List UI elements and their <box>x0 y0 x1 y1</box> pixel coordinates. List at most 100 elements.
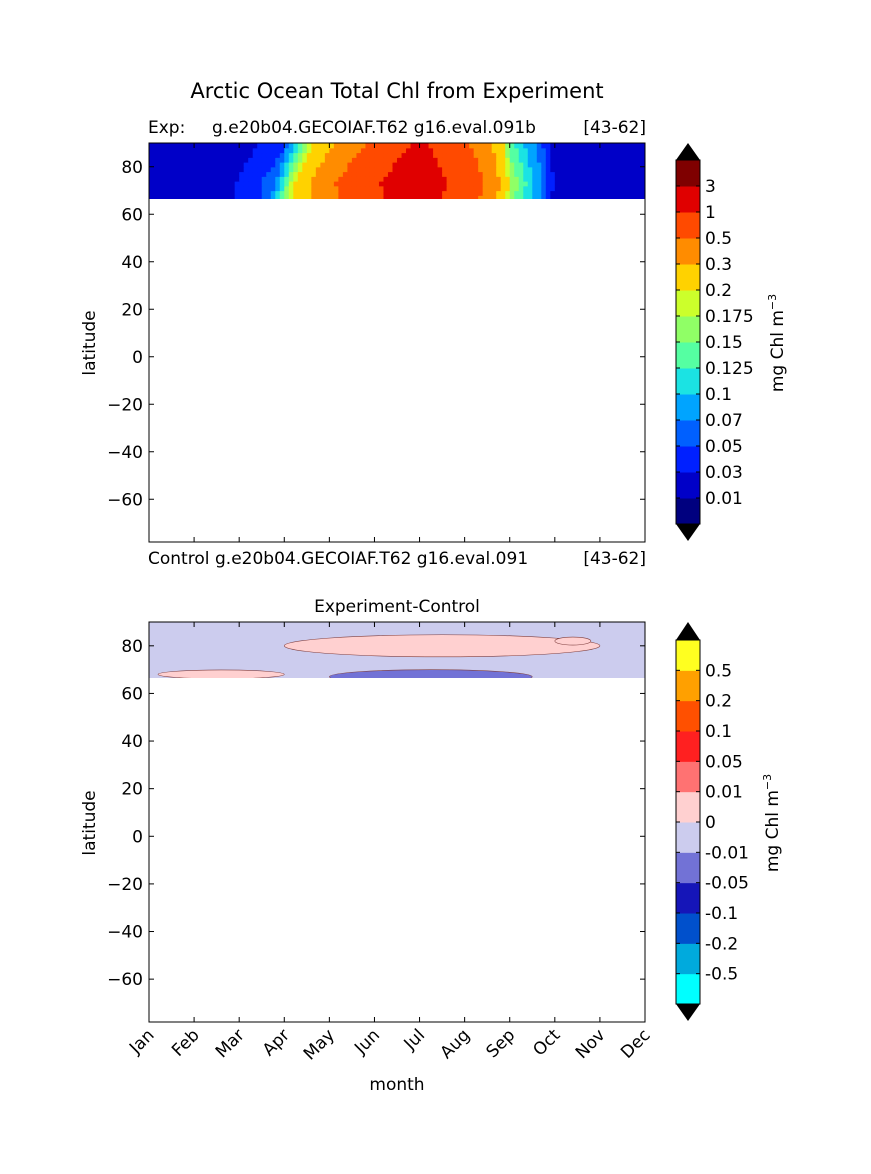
top-heatmap-cell <box>383 176 389 182</box>
top-heatmap-cell <box>162 162 168 168</box>
top-heatmap-cell <box>532 190 538 196</box>
top-heatmap-cell <box>446 157 452 163</box>
top-heatmap-cell <box>261 185 267 192</box>
top-heatmap-cell <box>252 185 258 192</box>
top-heatmap-cell <box>306 190 312 196</box>
top-heatmap-cell <box>185 162 191 168</box>
top-heatmap-cell <box>523 143 529 149</box>
top-heatmap-cell <box>230 152 236 158</box>
top-heatmap-cell <box>554 190 560 196</box>
top-heatmap-cell <box>158 152 164 158</box>
top-heatmap-cell <box>234 157 240 163</box>
top-heatmap-cell <box>153 166 159 173</box>
top-heatmap-cell <box>424 181 430 187</box>
top-heatmap-cell <box>230 171 236 177</box>
top-heatmap-cell <box>329 185 335 192</box>
top-heatmap-cell <box>392 152 398 158</box>
top-colorbar-swatch <box>676 290 700 317</box>
top-heatmap-cell <box>261 190 267 196</box>
top-heatmap-cell <box>509 143 515 149</box>
top-heatmap-cell <box>419 190 425 196</box>
top-heatmap-cell <box>401 166 407 173</box>
top-heatmap-cell <box>243 157 249 163</box>
top-heatmap-cell <box>514 162 520 168</box>
top-heatmap-cell <box>158 171 164 177</box>
top-heatmap-cell <box>631 143 637 149</box>
top-heatmap-cell <box>428 166 434 173</box>
top-heatmap-cell <box>311 147 317 154</box>
top-heatmap-cell <box>509 195 515 199</box>
top-heatmap-cell <box>216 162 222 168</box>
top-heatmap-cell <box>275 181 281 187</box>
top-heatmap-cell <box>500 157 506 163</box>
top-heatmap-cell <box>185 157 191 163</box>
top-heatmap-cell <box>239 171 245 177</box>
top-heatmap-cell <box>216 185 222 192</box>
top-heatmap-cell <box>401 162 407 168</box>
top-heatmap-cell <box>284 185 290 192</box>
top-heatmap-cell <box>577 143 583 149</box>
top-heatmap-cell <box>306 143 312 149</box>
top-heatmap-cell <box>428 181 434 187</box>
top-heatmap-cell <box>541 181 547 187</box>
top-heatmap-cell <box>424 195 430 199</box>
top-heatmap-cell <box>333 185 339 192</box>
top-heatmap-cell <box>347 171 353 177</box>
top-heatmap-cell <box>532 195 538 199</box>
top-heatmap-cell <box>216 143 222 149</box>
bottom-colorbar-tick-label: 0.05 <box>705 752 743 772</box>
bottom-colorbar-swatch <box>676 670 700 702</box>
top-heatmap-cell <box>392 181 398 187</box>
top-heatmap-cell <box>216 181 222 187</box>
top-heatmap-cell <box>599 190 606 196</box>
bottom-colorbar-swatch <box>676 731 700 762</box>
top-heatmap-cell <box>518 190 524 196</box>
top-heatmap-cell <box>383 152 389 158</box>
top-heatmap-cell <box>590 171 596 177</box>
top-heatmap-cell <box>338 152 344 158</box>
top-heatmap-cell <box>378 166 385 173</box>
top-heatmap-cell <box>424 185 430 192</box>
top-heatmap-cell <box>203 157 209 163</box>
top-heatmap-cell <box>230 195 236 199</box>
top-heatmap-cell <box>279 166 285 173</box>
top-heatmap-cell <box>212 181 218 187</box>
top-heatmap-cell <box>293 143 299 149</box>
top-heatmap-cell <box>387 176 394 182</box>
top-heatmap-cell <box>216 152 222 158</box>
top-heatmap-cell <box>225 166 231 173</box>
top-heatmap-cell <box>149 181 155 187</box>
top-heatmap-cell <box>617 147 624 154</box>
top-heatmap-cell <box>631 152 637 158</box>
top-heatmap-cell <box>351 166 358 173</box>
top-heatmap-cell <box>487 185 493 192</box>
top-heatmap-cell <box>180 143 186 149</box>
top-heatmap-cell <box>604 152 610 158</box>
top-heatmap-cell <box>374 162 380 168</box>
top-heatmap-cell <box>419 185 425 192</box>
top-heatmap-cell <box>266 181 272 187</box>
top-heatmap-cell <box>374 185 380 192</box>
top-colorbar-swatch <box>676 420 700 447</box>
top-heatmap-cell <box>284 166 290 173</box>
top-heatmap-cell <box>608 181 615 187</box>
top-heatmap-cell <box>302 152 308 158</box>
top-heatmap-cell <box>360 176 367 182</box>
top-heatmap-cell <box>198 195 204 199</box>
top-heatmap-cell <box>171 143 177 149</box>
top-heatmap-cell <box>158 162 164 168</box>
top-heatmap-cell <box>158 176 164 182</box>
top-heatmap-cell <box>266 166 272 173</box>
top-heatmap-cell <box>338 176 344 182</box>
top-heatmap-cell <box>234 185 240 192</box>
top-heatmap-cell <box>442 166 448 173</box>
top-heatmap-cell <box>509 171 515 177</box>
top-heatmap-cell <box>333 171 339 177</box>
top-axes-frame <box>148 142 646 543</box>
top-heatmap-cell <box>162 195 168 199</box>
top-heatmap-cell <box>225 143 231 149</box>
top-heatmap-cell <box>342 176 348 182</box>
top-heatmap-cell <box>338 195 344 199</box>
top-colorbar-swatch <box>676 368 700 395</box>
top-heatmap-cell <box>622 157 628 163</box>
